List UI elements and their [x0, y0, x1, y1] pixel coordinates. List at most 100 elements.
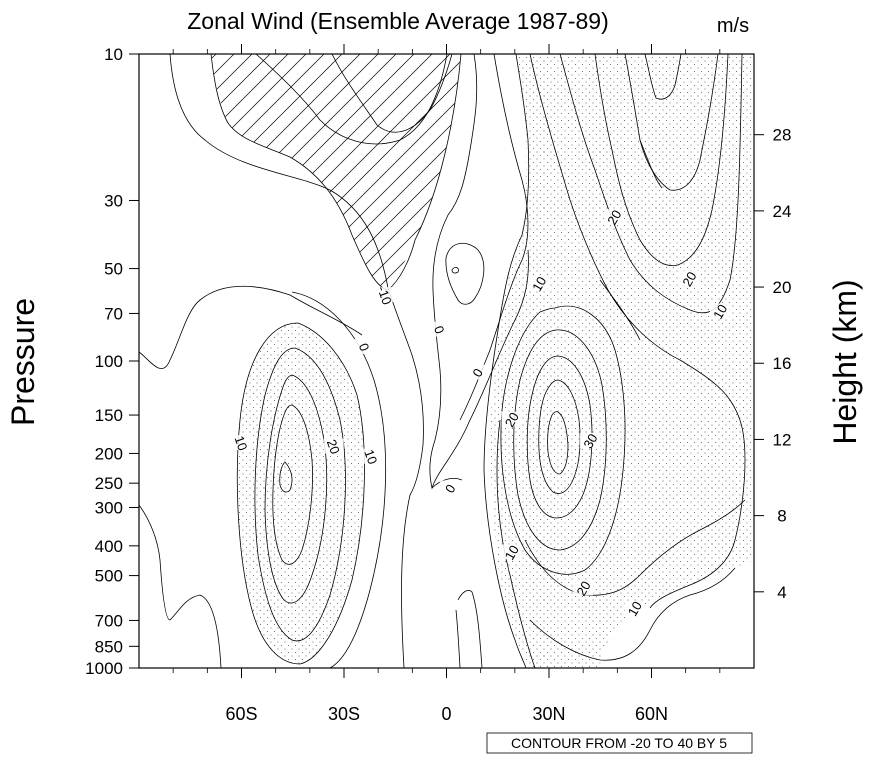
contour-label-bg — [323, 438, 344, 454]
height-tick-label: 4 — [777, 583, 786, 602]
contour-label-bg — [439, 480, 460, 496]
pressure-tick-label: 10 — [104, 45, 123, 64]
contour-line — [210, 54, 462, 291]
lon-tick-label: 60N — [635, 704, 668, 724]
pressure-tick-label: 200 — [95, 444, 123, 463]
height-tick-label: 12 — [773, 430, 792, 449]
contour-label-bg — [603, 209, 624, 225]
height-tick-label: 28 — [773, 126, 792, 145]
height-tick-label: 20 — [773, 278, 792, 297]
height-tick-label: 8 — [777, 507, 786, 526]
chart-title: Zonal Wind (Ensemble Average 1987-89) — [187, 8, 608, 34]
pressure-tick-label: 250 — [95, 474, 123, 493]
contour-label-bg — [679, 270, 700, 286]
contour-label-bg — [354, 338, 375, 354]
lon-tick-label: 30S — [328, 704, 360, 724]
contour-label: 20 — [502, 410, 522, 430]
contour-line — [331, 54, 453, 133]
pressure-tick-label: 100 — [95, 352, 123, 371]
contour-line — [254, 347, 346, 642]
contour-label: 10 — [529, 274, 549, 294]
contour-label: 10 — [502, 543, 522, 563]
contour-line — [236, 322, 365, 665]
contour-line — [624, 54, 719, 191]
contour-label: 30 — [580, 431, 600, 451]
negative-hatch-region — [211, 54, 461, 290]
contour-label: 0 — [356, 341, 373, 353]
left-axis-title: Pressure — [5, 298, 41, 426]
pressure-tick-label: 400 — [95, 537, 123, 556]
shaded-regions — [211, 54, 754, 668]
lon-tick-label: 30N — [532, 704, 565, 724]
contour-line — [457, 590, 483, 668]
contour-label-bg — [231, 435, 252, 451]
contour-line — [431, 478, 463, 489]
contour-line — [255, 54, 448, 145]
contour-label-bg — [528, 275, 549, 291]
contour-label: 10 — [361, 448, 380, 467]
contour-line — [526, 355, 593, 519]
positive-stipple-nh — [490, 54, 754, 668]
contour-line — [559, 54, 743, 314]
contour-line — [547, 411, 569, 475]
pressure-tick-label: 70 — [104, 304, 123, 323]
contour-info-text: CONTOUR FROM -20 TO 40 BY 5 — [511, 735, 727, 751]
units-label: m/s — [717, 15, 749, 37]
contour-label-bg — [429, 321, 450, 337]
contour-line — [594, 54, 729, 267]
contour-label-bg — [501, 544, 522, 560]
height-tick-label: 16 — [773, 354, 792, 373]
contour-label: 20 — [679, 269, 699, 289]
pressure-tick-label: 50 — [104, 260, 123, 279]
contour-line — [639, 139, 663, 189]
contour-label-bg — [501, 411, 522, 427]
contour-line — [291, 291, 387, 668]
contour-label: 10 — [625, 599, 645, 619]
contour-label: 20 — [573, 579, 593, 599]
contour-info-frame — [486, 732, 753, 754]
height-tick-label: 24 — [773, 202, 792, 221]
contour-line — [279, 461, 293, 493]
axes: 1030507010015020025030040050070085010004… — [85, 44, 791, 724]
contour-line — [513, 329, 607, 551]
contour-line — [500, 305, 626, 575]
right-axis-title: Height (km) — [827, 279, 863, 444]
contour-line — [529, 54, 746, 609]
contour-label: 20 — [604, 207, 624, 227]
contour-line — [139, 285, 363, 369]
contour-label-bg — [467, 364, 488, 380]
contour-info-box: CONTOUR FROM -20 TO 40 BY 5 — [486, 732, 753, 754]
contour-label: 20 — [324, 437, 343, 456]
contour-label-bg — [573, 580, 594, 596]
contour-line — [644, 54, 682, 100]
contour-line — [272, 404, 313, 565]
pressure-tick-label: 1000 — [85, 659, 123, 678]
contour-line — [497, 54, 530, 331]
contour-line — [483, 329, 527, 668]
contour-line — [496, 419, 536, 668]
contour-label: 0 — [431, 324, 448, 336]
contour-line — [429, 54, 529, 490]
contour-line — [455, 609, 461, 668]
contour-label-bg — [361, 448, 382, 464]
pressure-tick-label: 30 — [104, 191, 123, 210]
contour-line — [524, 499, 746, 596]
contour-label-bg — [624, 600, 645, 616]
positive-stipple-sh — [237, 323, 365, 664]
contour-line — [538, 379, 581, 494]
pressure-tick-label: 500 — [95, 567, 123, 586]
pressure-tick-label: 300 — [95, 498, 123, 517]
title-text: Zonal Wind (Ensemble Average 1987-89) m/… — [187, 8, 749, 37]
pressure-tick-label: 850 — [95, 637, 123, 656]
contour-line — [529, 567, 736, 661]
lon-tick-label: 0 — [441, 704, 451, 724]
contour-line — [451, 266, 459, 274]
pressure-tick-label: 700 — [95, 611, 123, 630]
contour-label-bg — [375, 287, 395, 303]
contour-label: 10 — [232, 434, 251, 453]
contour-label-bg — [580, 432, 600, 448]
contour-line — [169, 54, 424, 668]
contour-line — [139, 504, 222, 668]
